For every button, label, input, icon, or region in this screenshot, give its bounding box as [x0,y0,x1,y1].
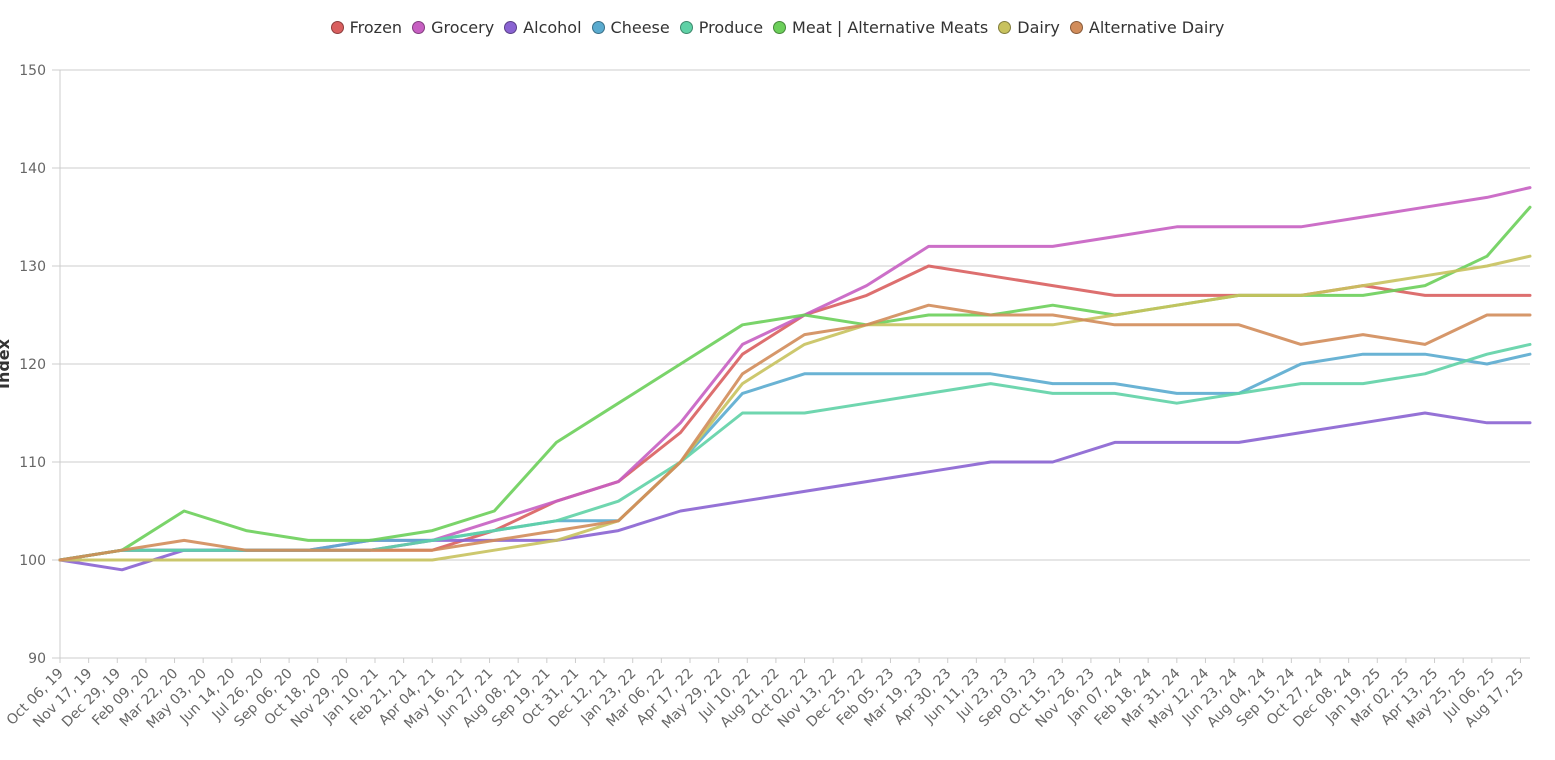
legend-item[interactable]: Grocery [412,18,494,37]
legend-label: Cheese [610,18,670,37]
legend-label: Grocery [431,18,495,37]
legend-swatch-icon [412,21,426,34]
legend-swatch-icon [679,21,693,34]
series-line-7 [58,303,1532,562]
legend-item[interactable]: Cheese [591,18,670,37]
legend-label: Dairy [1017,18,1060,37]
legend-item[interactable]: Alternative Dairy [1069,18,1225,37]
y-tick-label: 140 [19,161,46,177]
legend-label: Meat | Alternative Meats [792,18,989,37]
legend-label: Alcohol [523,18,582,37]
legend-item[interactable]: Frozen [330,18,403,37]
legend: Frozen Grocery Alcohol Cheese Produce Meat | … [0,18,1555,37]
series-line-2 [58,411,1532,572]
y-tick-label: 130 [19,259,46,275]
legend-label: Alternative Dairy [1088,18,1225,37]
legend-swatch-icon [1069,21,1083,34]
legend-item[interactable]: Alcohol [504,18,582,37]
legend-item[interactable]: Dairy [998,18,1060,37]
y-tick-label: 120 [19,357,46,373]
legend-item[interactable]: Produce [679,18,764,37]
legend-swatch-icon [330,21,344,34]
y-tick-label: 110 [19,455,46,471]
legend-label: Frozen [349,18,403,37]
y-tick-label: 90 [28,651,46,667]
y-axis-label: Index [0,338,13,389]
legend-swatch-icon [773,21,787,34]
legend-swatch-icon [591,21,605,34]
series-line-1 [58,186,1532,562]
legend-swatch-icon [504,21,518,34]
y-tick-label: 150 [19,63,46,79]
legend-item[interactable]: Meat | Alternative Meats [773,18,988,37]
series-line-6 [58,254,1532,562]
legend-label: Produce [698,18,764,37]
legend-swatch-icon [998,21,1012,34]
y-tick-label: 100 [19,553,46,569]
